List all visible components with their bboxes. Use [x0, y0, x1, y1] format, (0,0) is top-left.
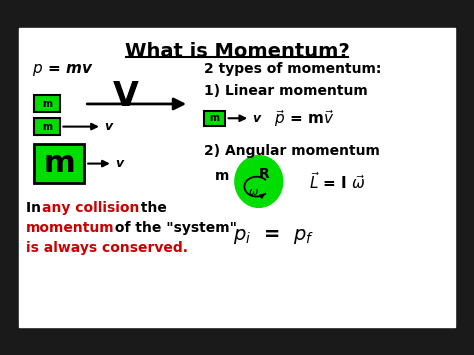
Bar	[34, 144, 84, 184]
Text: m: m	[42, 122, 52, 132]
Text: momentum: momentum	[26, 221, 114, 235]
Text: is always conserved.: is always conserved.	[26, 241, 188, 255]
Text: v: v	[252, 112, 260, 125]
Text: In: In	[26, 201, 46, 215]
Text: What is Momentum?: What is Momentum?	[125, 42, 349, 61]
Text: v: v	[115, 157, 123, 170]
Text: $p_i$  =  $p_f$: $p_i$ = $p_f$	[233, 227, 314, 246]
Text: m: m	[210, 113, 219, 123]
Text: v: v	[104, 120, 112, 133]
Text: of the "system": of the "system"	[109, 221, 237, 235]
Text: m: m	[44, 149, 75, 178]
Text: $\omega$: $\omega$	[248, 187, 259, 197]
Text: V: V	[113, 80, 139, 113]
Bar	[34, 118, 60, 135]
Text: $\vec{p}$ = m$\vec{v}$: $\vec{p}$ = m$\vec{v}$	[274, 108, 334, 129]
Text: 2 types of momentum:: 2 types of momentum:	[204, 62, 382, 76]
Text: $\vec{L}$ = I $\vec{\omega}$: $\vec{L}$ = I $\vec{\omega}$	[309, 171, 366, 192]
Text: $p$ = mv: $p$ = mv	[32, 62, 93, 78]
Text: 2) Angular momentum: 2) Angular momentum	[204, 144, 380, 158]
Text: 1) Linear momentum: 1) Linear momentum	[204, 84, 368, 98]
Text: R: R	[259, 166, 269, 181]
Ellipse shape	[236, 157, 282, 206]
Text: m: m	[215, 169, 229, 183]
Text: any collision: any collision	[42, 201, 139, 215]
Text: the: the	[136, 201, 167, 215]
Bar	[204, 111, 225, 126]
Bar	[34, 95, 60, 112]
Text: m: m	[42, 99, 52, 109]
